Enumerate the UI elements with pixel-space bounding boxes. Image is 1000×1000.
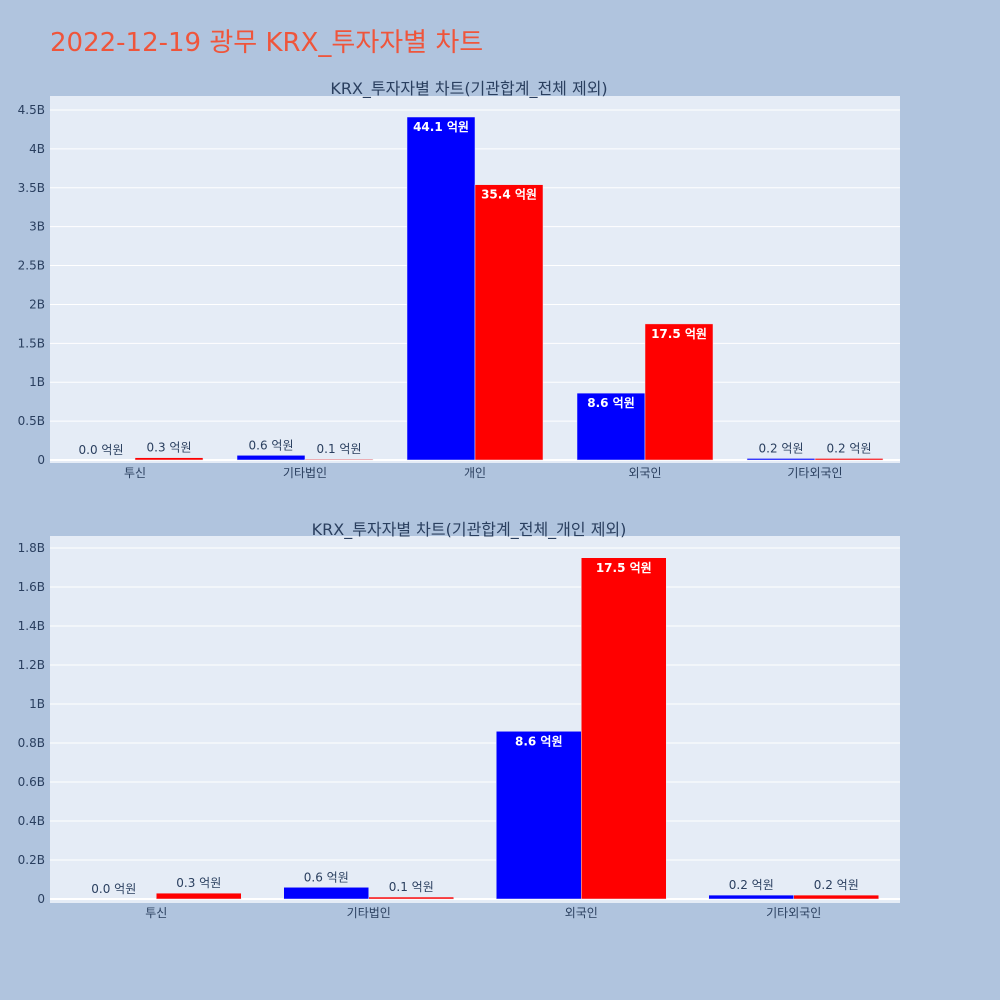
bar [236,455,306,461]
bar [581,557,667,900]
y-tick-label: 0.4B [18,814,45,828]
bar [283,887,369,900]
page-title: 2022-12-19 광무 KRX_투자자별 차트 [50,28,484,58]
bar [793,894,879,900]
y-tick-label: 0.8B [18,736,45,750]
data-label: 0.2 억원 [729,878,774,892]
bar [708,894,794,900]
data-label: 0.6 억원 [304,870,349,884]
data-label: 0.1 억원 [317,442,362,456]
y-tick-label: 0.2B [18,853,45,867]
data-label: 0.2 억원 [759,441,804,455]
y-tick-label: 4.5B [18,103,45,117]
bar [644,323,714,461]
bar [368,896,454,900]
y-tick-label: 3B [29,220,45,234]
x-tick-label: 기타외국인 [766,906,821,920]
y-tick-label: 0 [37,892,45,906]
y-tick-label: 1B [29,375,45,389]
bar [304,458,374,461]
y-tick-label: 2B [29,297,45,311]
y-tick-label: 2.5B [18,259,45,273]
x-tick-label: 기타법인 [283,466,327,480]
x-tick-label: 외국인 [565,906,598,920]
y-tick-label: 3.5B [18,181,45,195]
data-label: 8.6 억원 [515,734,563,748]
data-label: 0.3 억원 [176,876,221,890]
data-label: 0.2 억원 [814,878,859,892]
y-tick-label: 1.8B [18,541,45,555]
bar [474,184,544,461]
data-label: 0.3 억원 [147,441,192,455]
x-tick-label: 외국인 [628,466,661,480]
plot-area [50,536,900,903]
data-label: 0.6 억원 [249,438,294,452]
bar [406,116,476,461]
data-label: 0.0 억원 [91,882,136,896]
bar [496,731,582,900]
y-tick-label: 1.4B [18,619,45,633]
x-tick-label: 개인 [464,466,486,480]
chart-investor-excl-individual: 0 0.2B 0.4B 0.6B 0.8B 1B 1.2B 1.4B 1.6B 1.8B KRX_투… [18,520,900,920]
bar [746,458,816,461]
y-tick-label: 4B [29,142,45,156]
data-label: 8.6 억원 [587,396,635,410]
y-tick-label: 0 [37,453,45,467]
y-tick-label: 1.6B [18,580,45,594]
x-tick-label: 투신 [145,906,167,920]
data-label: 35.4 억원 [481,188,537,202]
bar [156,892,242,900]
bar [814,458,884,461]
data-label: 0.0 억원 [79,443,124,457]
chart-investor-all: 0 0.5B 1B 1.5B 2B 2.5B 3B 3.5B 4B 4.5B KRX_투자자별 차트… [18,79,900,480]
data-label: 0.2 억원 [827,441,872,455]
y-tick-label: 1.5B [18,336,45,350]
y-tick-label: 0.5B [18,414,45,428]
chart-title: KRX_투자자별 차트(기관합계_전체 제외) [330,79,607,99]
x-tick-label: 투신 [124,466,146,480]
x-tick-label: 기타외국인 [787,466,842,480]
bar [134,457,204,461]
y-tick-label: 1B [29,697,45,711]
bar [576,392,646,461]
data-label: 17.5 억원 [651,327,707,341]
data-label: 17.5 억원 [596,561,652,575]
chart-title: KRX_투자자별 차트(기관합계_전체_개인 제외) [312,520,627,540]
data-label: 44.1 억원 [413,120,469,134]
data-label: 0.1 억원 [389,880,434,894]
y-tick-label: 1.2B [18,658,45,672]
x-tick-label: 기타법인 [347,906,391,920]
y-tick-label: 0.6B [18,775,45,789]
